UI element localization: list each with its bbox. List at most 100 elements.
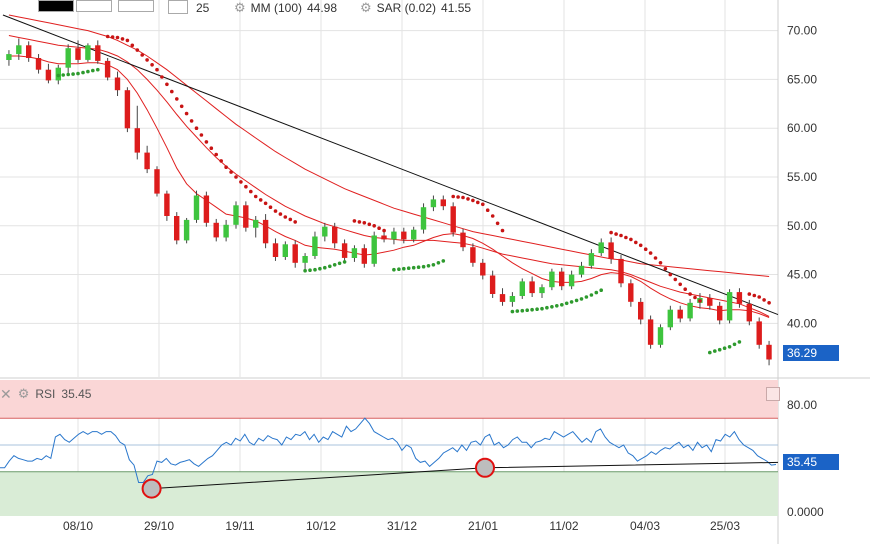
sar-dot-down [456, 195, 460, 199]
sar-dot-down [110, 35, 115, 39]
x-tick-label: 29/10 [144, 519, 174, 533]
candle-down [154, 169, 160, 194]
sar-dot-down [239, 180, 243, 184]
sar-dot-down [624, 235, 628, 240]
x-tick-label: 10/12 [306, 519, 336, 533]
sar-dot-up [520, 308, 525, 313]
sar-dot-up [530, 307, 534, 312]
candle-up [253, 219, 259, 228]
candle-down [608, 242, 614, 259]
sar-dot-down [273, 209, 278, 213]
sar-dot-down [140, 53, 144, 57]
sar-dot-down [249, 189, 253, 194]
sar-dot-down [634, 240, 638, 245]
sar-dot-up [76, 71, 80, 76]
sar-dot-up [441, 259, 446, 263]
candle-up [411, 229, 417, 240]
candle-down [440, 199, 446, 207]
candle-down [460, 232, 466, 248]
sar-dot-down [747, 292, 752, 296]
candle-down [203, 195, 210, 223]
rsi-panel-toggle[interactable] [766, 387, 780, 401]
candle-up [667, 309, 673, 328]
color-swatch-black[interactable] [38, 0, 74, 12]
candle-down [272, 243, 279, 257]
sar-dot-down [130, 43, 135, 48]
sar-dot-down [653, 256, 658, 260]
y-tick-label: 50.00 [787, 219, 817, 233]
gear-icon[interactable]: ⚙ [17, 386, 30, 401]
y-tick-label: 40.00 [787, 316, 817, 330]
sar-dot-down [194, 126, 199, 130]
candle-down [499, 294, 506, 302]
settings-corner-button[interactable] [168, 0, 188, 14]
candle-down [341, 243, 348, 258]
candle-up [420, 207, 427, 230]
sar-dot-down [268, 205, 273, 209]
x-tick-label: 08/10 [63, 519, 93, 533]
candle-down [114, 77, 121, 91]
sar-dot-up [564, 301, 569, 306]
sar-dot-down [643, 247, 648, 251]
sar-dot-up [406, 266, 411, 271]
candle-up [549, 271, 555, 288]
candle-down [381, 235, 387, 240]
sar-dot-up [426, 264, 431, 268]
rsi-oversold-zone [0, 471, 778, 516]
color-swatch-white[interactable] [76, 0, 112, 12]
ma-long-line [8, 14, 770, 277]
y-tick-label: 65.00 [787, 72, 817, 86]
sar-dot-down [278, 212, 283, 216]
sar-dot-down [357, 220, 362, 224]
sar-dot-down [377, 226, 381, 230]
candle-down [332, 226, 338, 244]
color-swatch-white-2[interactable] [118, 0, 154, 12]
close-icon[interactable]: ✕ [0, 385, 12, 402]
sar-dot-down [614, 232, 618, 236]
sar-dot-down [135, 48, 140, 52]
sar-dot-down [179, 104, 184, 109]
candle-down [717, 305, 723, 321]
candle-down [638, 301, 644, 320]
candle-down [361, 248, 367, 264]
sar-dot-up [318, 266, 322, 271]
x-tick-label: 21/01 [468, 519, 498, 533]
gear-icon[interactable]: ⚙ [360, 0, 372, 15]
sar-dot-down [115, 35, 120, 40]
sar-dot-down [362, 221, 367, 225]
y-tick-label: 55.00 [787, 170, 817, 184]
sar-dot-up [402, 266, 406, 271]
sar-dot-down [125, 38, 130, 43]
sar-dot-down [757, 295, 761, 299]
sar-dot-up [594, 290, 599, 295]
sar-dot-up [392, 267, 396, 272]
sar-value: 41.55 [441, 1, 472, 15]
sar-dot-down [500, 228, 505, 233]
candle-down [174, 216, 180, 241]
rsi-last-value-badge: 35.45 [783, 454, 839, 470]
sar-dot-down [219, 159, 223, 163]
sar-dot-down [229, 170, 233, 174]
candle-down [164, 193, 170, 216]
candle-down [677, 309, 683, 319]
sar-dot-down [668, 272, 673, 277]
candle-up [16, 45, 22, 55]
gear-icon[interactable]: ⚙ [234, 0, 246, 15]
ma-medium-line [8, 35, 770, 317]
sar-dot-up [599, 288, 603, 293]
sar-dot-down [485, 208, 490, 212]
candle-down [736, 292, 743, 304]
candle-down [26, 45, 32, 58]
sar-dot-down [767, 301, 771, 305]
indicator-sar[interactable]: ⚙ SAR (0.02) 41.55 [360, 0, 471, 16]
trend-line [2, 14, 779, 316]
sar-dot-up [411, 265, 416, 270]
candle-down [95, 45, 101, 61]
x-tick-label: 25/03 [710, 519, 740, 533]
y-tick-label: 70.00 [787, 24, 817, 38]
sar-dot-down [663, 266, 668, 271]
sar-dot-down [145, 58, 149, 62]
indicator-mm[interactable]: ⚙ MM (100) 44.98 [234, 0, 337, 16]
